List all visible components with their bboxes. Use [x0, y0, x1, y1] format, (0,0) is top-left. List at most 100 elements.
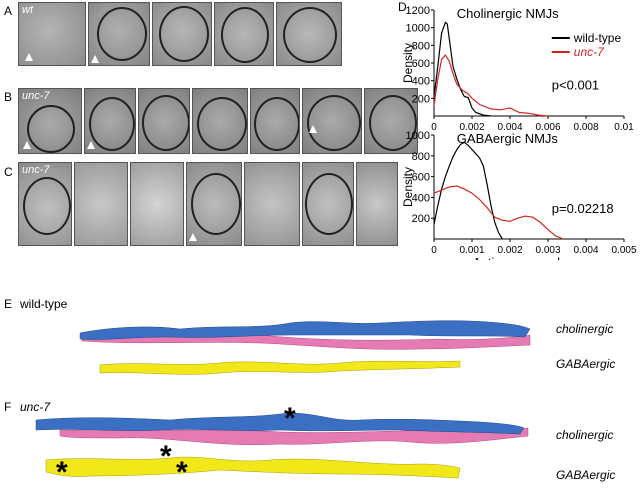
em-tile — [302, 88, 362, 154]
em-tile — [88, 2, 150, 66]
legend-label: unc-7 — [574, 45, 605, 59]
y-tick-label: 800 — [412, 151, 430, 163]
y-axis-label: Density — [401, 167, 415, 207]
em-tile — [84, 88, 136, 154]
vesicle-profile — [221, 7, 269, 63]
y-tick-label: 600 — [412, 172, 430, 184]
vesicle-profile — [159, 6, 209, 62]
vesicle-profile — [254, 97, 299, 151]
x-tick-label: 0.01 — [614, 122, 634, 133]
y-tick-label: 200 — [412, 213, 430, 225]
panel-letter-c: C — [4, 165, 13, 179]
y-tick-label: 800 — [412, 40, 430, 52]
em-tile — [214, 2, 274, 66]
reconstruction-wildtype — [79, 320, 531, 375]
em-tile — [364, 88, 418, 154]
genotype-label-c: unc-7 — [22, 164, 50, 176]
em-tile — [250, 88, 300, 154]
vesicle-profile — [305, 173, 353, 235]
panel-letter-d: D — [398, 0, 407, 14]
arrowhead-icon — [309, 125, 317, 133]
recon-label-f-gaba: GABAergic — [556, 468, 616, 482]
cholinergic-blue-process — [35, 413, 525, 435]
recon-label-e-cholinergic: cholinergic — [556, 322, 614, 336]
asterisk-marker: * — [160, 440, 172, 473]
series-line-unc-7 — [433, 54, 549, 117]
panel-letter-f: F — [4, 400, 12, 414]
em-tile — [130, 162, 184, 246]
genotype-label-b: unc-7 — [22, 90, 50, 102]
x-tick-label: 0.008 — [573, 122, 598, 133]
em-tile: unc-7 — [18, 162, 72, 246]
y-tick-label: 1000 — [406, 23, 430, 35]
chart-title: Cholinergic NMJs — [457, 6, 559, 21]
y-axis-label: Density — [401, 43, 415, 83]
x-tick-label: 0.002 — [497, 245, 522, 256]
panel-letter-e: E — [4, 297, 13, 311]
asterisk-marker: * — [284, 402, 296, 435]
gaba-yellow-process — [45, 456, 461, 479]
x-tick-label: 0.003 — [535, 245, 560, 256]
em-tile — [186, 162, 242, 246]
em-row-a: wt — [18, 2, 342, 66]
em-tile — [74, 162, 128, 246]
x-axis-label: Active zone volume — [473, 255, 586, 260]
x-tick-label: 0.004 — [573, 245, 598, 256]
vesicle-profile — [142, 95, 189, 151]
arrowhead-icon — [189, 233, 197, 241]
vesicle-profile — [89, 97, 135, 151]
genotype-label-e: wild-type — [20, 297, 68, 311]
recon-label-f-cholinergic: cholinergic — [556, 428, 614, 442]
cholinergic-blue-process — [79, 320, 531, 340]
reconstruction-unc7 — [35, 413, 529, 479]
p-value-annotation: p=0.02218 — [552, 201, 614, 216]
y-tick-label: 1000 — [406, 130, 430, 142]
em-tile — [276, 2, 342, 66]
em-tile — [356, 162, 398, 246]
em-row-b: unc-7 — [18, 88, 418, 154]
x-tick-label: 0.001 — [459, 245, 484, 256]
vesicle-profile — [369, 95, 417, 151]
arrowhead-icon — [91, 55, 99, 63]
x-tick-label: 0 — [431, 122, 437, 133]
series-line-unc-7 — [433, 185, 564, 240]
em-row-c: unc-7 — [18, 162, 398, 246]
x-tick-label: 0.002 — [459, 122, 484, 133]
em-tile — [138, 88, 190, 154]
em-tile — [192, 88, 248, 154]
y-tick-label: 400 — [412, 76, 430, 88]
em-tile — [302, 162, 354, 246]
vesicle-profile — [307, 95, 361, 151]
series-line-wild-type — [433, 21, 492, 117]
arrowhead-icon — [87, 141, 95, 149]
density-charts: 200 400 600 800 1000 1200 0 0.002 0.004 0.006 0.00… — [401, 5, 637, 260]
em-tile — [152, 2, 212, 66]
x-tick-label: 0.004 — [497, 122, 522, 133]
genotype-label-f: unc-7 — [20, 400, 51, 414]
series-line-wild-type — [433, 141, 503, 240]
p-value-annotation: p<0.001 — [552, 78, 599, 93]
asterisk-marker: * — [56, 456, 68, 489]
legend-label: wild-type — [573, 31, 622, 45]
x-tick-label: 0.006 — [535, 122, 560, 133]
chart-title: GABAergic NMJs — [457, 131, 559, 146]
y-tick-label: 400 — [412, 192, 430, 204]
y-tick-label: 200 — [412, 93, 430, 105]
vesicle-profile — [283, 7, 337, 63]
em-tile: wt — [18, 2, 86, 66]
vesicle-profile — [97, 7, 147, 61]
vesicle-profile — [191, 173, 241, 235]
genotype-label-a: wt — [22, 4, 33, 16]
cholinergic-pink-process — [59, 427, 529, 446]
vesicle-profile — [197, 97, 247, 151]
vesicle-profile — [23, 177, 71, 235]
panel-letter-a: A — [4, 4, 13, 18]
gaba-yellow-process — [99, 360, 461, 375]
asterisk-marker: * — [176, 456, 188, 489]
y-tick-label: 1200 — [406, 5, 430, 17]
panel-letter-b: B — [4, 90, 13, 104]
x-tick-label: 0 — [431, 245, 437, 256]
em-tile: unc-7 — [18, 88, 82, 154]
arrowhead-icon — [23, 141, 31, 149]
em-tile — [244, 162, 300, 246]
